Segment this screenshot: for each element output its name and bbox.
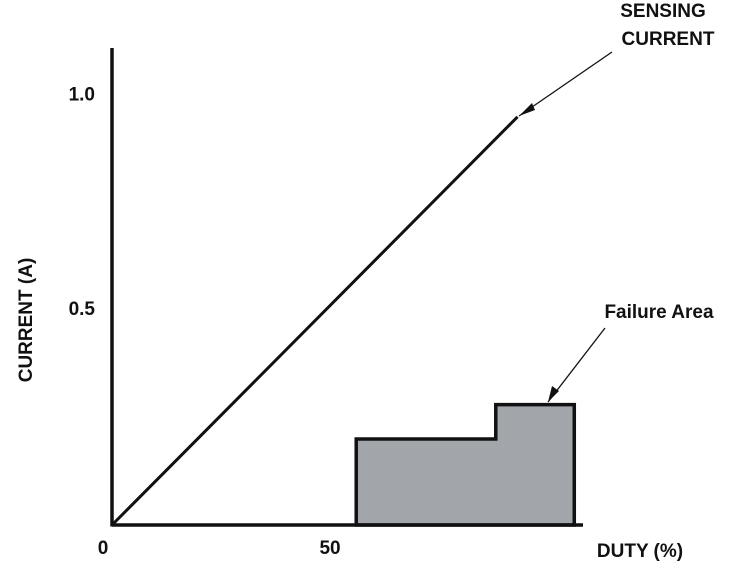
y-axis-label: CURRENT (A)	[16, 258, 37, 383]
x-axis-label: DUTY (%)	[597, 541, 683, 562]
y-tick-label: 1.0	[69, 84, 95, 105]
y-tick-label: 0.5	[69, 299, 96, 320]
x-tick-label: 0	[98, 538, 109, 559]
annotation: SENSING	[620, 1, 706, 22]
x-tick-label: 50	[319, 538, 340, 559]
annotation-arrow	[518, 51, 613, 117]
arrow-head	[519, 103, 535, 116]
line-series	[110, 115, 519, 527]
failure-area	[354, 402, 577, 527]
annotation: CURRENT	[622, 29, 715, 50]
annotation-arrow	[547, 327, 606, 403]
annotation: Failure Area	[604, 302, 714, 323]
arrow-head	[548, 386, 559, 402]
